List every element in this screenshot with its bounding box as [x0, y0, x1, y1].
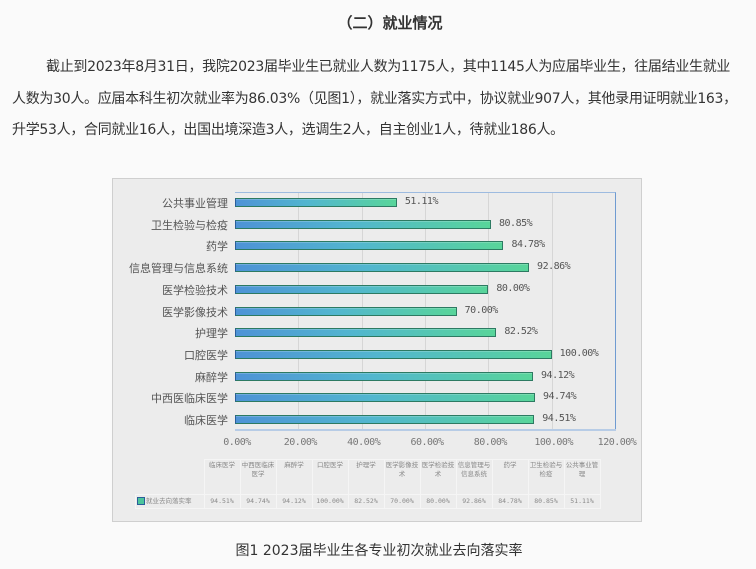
data-table-header-cell: 口腔医学: [311, 459, 349, 495]
legend-label: 就业去向落实率: [146, 497, 192, 505]
bar: [235, 263, 530, 273]
data-table-header-cell: 中西医临床医学: [239, 459, 277, 495]
data-table-header-cell: 医学检验技术: [419, 459, 457, 495]
data-table-header-row: 临床医学 中西医临床医学 麻醉学 口腔医学 护理学 医学影像技术 医学检验技术 信息管理与信息…: [136, 459, 601, 495]
data-table-header-cell: 卫生检验与检疫: [527, 459, 565, 495]
category-label: 麻醉学: [195, 370, 228, 384]
data-table-value-cell: 82.52%: [347, 494, 385, 509]
category-label: 信息管理与信息系统: [129, 262, 228, 276]
data-table-value-cell: 80.00%: [419, 494, 457, 509]
data-table-header-cell: 护理学: [347, 459, 385, 495]
bar: [235, 415, 535, 424]
gridline: [488, 192, 490, 430]
bar: [235, 328, 497, 338]
bar: [235, 219, 492, 229]
bar-value-label: 82.52%: [504, 326, 538, 338]
bar: [235, 349, 552, 359]
plot-area-bottom-edge: [235, 429, 616, 431]
category-label: 临床医学: [184, 414, 228, 427]
data-table-header-cell: 临床医学: [203, 459, 241, 495]
bar-value-label: 70.00%: [464, 304, 499, 316]
category-label: 护理学: [195, 327, 228, 341]
bar: [235, 306, 457, 316]
section-title: （二）就业情况: [337, 14, 443, 32]
x-tick-label: 120.00%: [597, 437, 637, 448]
employment-paragraph: 截止到2023年8月31日，我院2023届毕业生已就业人数为1175人，其中11…: [12, 52, 742, 147]
data-table-value-cell: 70.00%: [383, 494, 421, 509]
bar: [235, 284, 489, 294]
data-table-header-cell: 医学影像技术: [383, 459, 421, 495]
category-label: 公共事业管理: [162, 197, 228, 210]
data-table-value-cell: 94.74%: [239, 494, 277, 509]
chart-data-table: 临床医学 中西医临床医学 麻醉学 口腔医学 护理学 医学影像技术 医学检验技术 信息管理与信息…: [135, 459, 601, 509]
bar-value-label: 94.12%: [541, 369, 575, 381]
data-table-value-cell: 100.00%: [311, 494, 349, 509]
data-table-value-cell: 84.78%: [491, 494, 529, 509]
bar: [235, 198, 397, 207]
data-table-value-row: 就业去向落实率 94.51% 94.74% 94.12% 100.00% 82.52% 7…: [135, 494, 601, 509]
bar-value-label: 100.00%: [559, 347, 599, 359]
category-label: 医学检验技术: [162, 283, 228, 297]
bar-value-label: 51.11%: [404, 196, 439, 207]
figure-caption: 图1 2023届毕业生各专业初次就业去向落实率: [235, 543, 523, 559]
data-table-value-cell: 92.86%: [455, 494, 493, 509]
x-tick-label: 80.00%: [473, 437, 508, 448]
bar-value-label: 92.86%: [537, 261, 571, 273]
data-table-corner: [136, 460, 205, 495]
bar: [235, 393, 535, 403]
legend-swatch-icon: [137, 497, 145, 505]
paragraph-text: 截止到2023年8月31日，我院2023届毕业生已就业人数为1175人，其中11…: [12, 59, 737, 138]
category-label: 卫生检验与检疫: [151, 218, 228, 232]
data-table-header-cell: 公共事业管理: [563, 459, 601, 495]
data-table-value-cell: 80.85%: [527, 494, 565, 509]
x-tick-label: 20.00%: [283, 437, 318, 448]
data-table-value-cell: 51.11%: [563, 494, 601, 509]
x-tick-label: 60.00%: [410, 437, 444, 448]
data-table-value-cell: 94.12%: [275, 494, 313, 509]
x-tick-label: 40.00%: [347, 437, 381, 448]
category-label: 药学: [206, 240, 228, 254]
bar-value-label: 80.85%: [499, 217, 533, 229]
category-label: 中西医临床医学: [151, 392, 228, 406]
bar-value-label: 94.51%: [542, 413, 576, 424]
bar-value-label: 84.78%: [511, 239, 545, 251]
x-tick-label: 0.00%: [223, 437, 251, 448]
gridline: [551, 192, 553, 430]
bar: [235, 371, 534, 381]
x-tick-label: 100.00%: [534, 437, 573, 448]
data-table-header-cell: 药学: [491, 459, 529, 495]
bar-value-label: 94.74%: [543, 391, 577, 403]
bar: [235, 241, 504, 251]
data-table-header-cell: 麻醉学: [275, 459, 313, 495]
plot-area: [235, 192, 616, 430]
bar-value-label: 80.00%: [496, 282, 530, 294]
data-table-value-cell: 94.51%: [203, 494, 241, 509]
data-table-series-label: 就业去向落实率: [135, 494, 205, 509]
category-label: 医学影像技术: [162, 305, 228, 319]
data-table-header-cell: 信息管理与信息系统: [455, 459, 493, 495]
category-label: 口腔医学: [184, 348, 228, 362]
